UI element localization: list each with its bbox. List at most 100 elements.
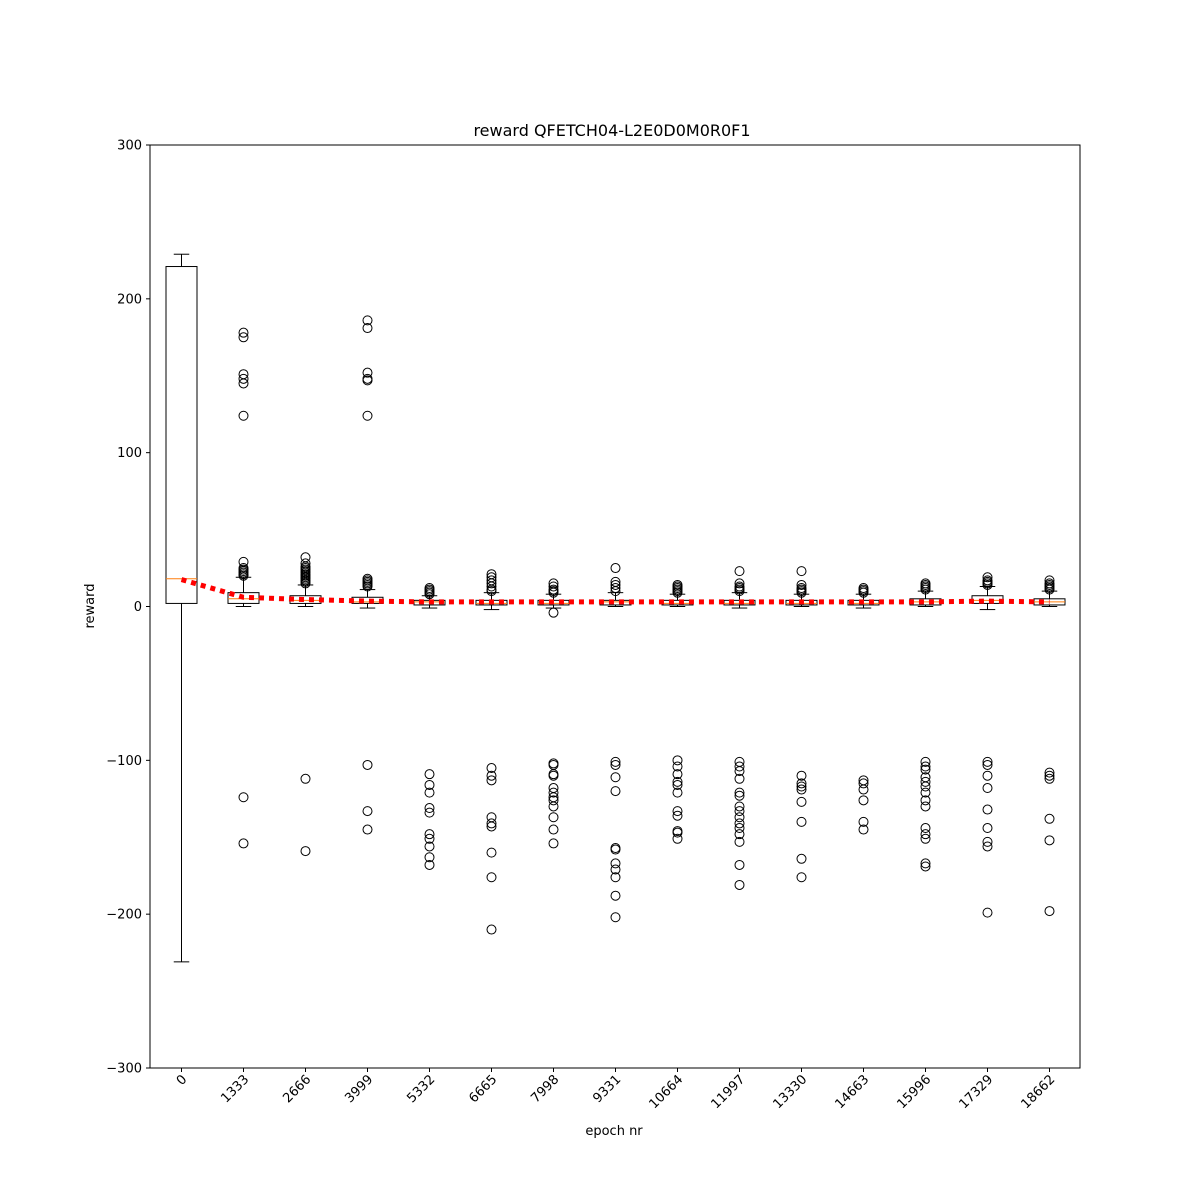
outlier-point (362, 315, 373, 326)
outlier-point (610, 759, 621, 770)
outlier-point (672, 806, 683, 817)
plot-area (149, 144, 1081, 1069)
outlier-point (672, 776, 683, 787)
outlier-point (548, 607, 559, 618)
outlier-point (424, 807, 435, 818)
outlier-point (486, 821, 497, 832)
outlier-point (796, 796, 807, 807)
outlier-point (424, 829, 435, 840)
outlier-point (734, 879, 745, 890)
box-15996 (909, 578, 942, 872)
outlier-point (610, 858, 621, 869)
box-body (351, 596, 384, 604)
outlier-point (424, 859, 435, 870)
x-tick-label: 6665 (466, 1072, 500, 1106)
box-10664 (661, 579, 694, 844)
outlier-point (734, 801, 745, 812)
outlier-point (796, 872, 807, 883)
outlier-point (982, 579, 993, 590)
box-9331 (599, 563, 632, 923)
outlier-point (424, 779, 435, 790)
outlier-point (1044, 770, 1055, 781)
outlier-point (1044, 813, 1055, 824)
outlier-point (858, 824, 869, 835)
box-5332 (413, 583, 446, 870)
box-7998 (537, 578, 570, 849)
outlier-point (858, 816, 869, 827)
x-axis: 0 1333 2666 3999 5332 6665 7998 9331 10664 11997 1… (174, 1068, 1058, 1112)
x-tick-label: 0 (174, 1072, 190, 1088)
outlier-point (1044, 773, 1055, 784)
outlier-point (858, 778, 869, 789)
outlier-point (610, 583, 621, 594)
outlier-point (796, 778, 807, 789)
outlier-point (362, 759, 373, 770)
outlier-point (486, 770, 497, 781)
box-body (165, 266, 198, 604)
outlier-point (796, 816, 807, 827)
outlier-point (920, 861, 931, 872)
box-13330 (785, 566, 818, 883)
outlier-point (362, 410, 373, 421)
outlier-point (672, 587, 683, 598)
outlier-point (610, 872, 621, 883)
outlier-point (982, 804, 993, 815)
outlier-point (858, 795, 869, 806)
x-tick-label: 17329 (956, 1072, 996, 1112)
outlier-point (300, 773, 311, 784)
outlier-point (672, 827, 683, 838)
outlier-point (424, 833, 435, 844)
box-body (289, 595, 322, 604)
x-tick-label: 18662 (1018, 1072, 1058, 1112)
box-0 (165, 253, 198, 963)
outlier-point (920, 823, 931, 834)
outlier-point (796, 579, 807, 590)
outlier-point (982, 770, 993, 781)
x-tick-label: 15996 (894, 1072, 934, 1112)
outlier-point (238, 410, 249, 421)
y-tick-label: 200 (117, 292, 142, 307)
outlier-point (920, 761, 931, 772)
x-axis-label: epoch nr (585, 1124, 643, 1139)
outlier-point (610, 586, 621, 597)
x-tick-label: 1333 (218, 1072, 252, 1106)
outlier-point (920, 829, 931, 840)
y-tick-label: 100 (117, 446, 142, 461)
outlier-point (734, 836, 745, 847)
outlier-point (610, 563, 621, 574)
outlier-point (486, 847, 497, 858)
outlier-point (610, 890, 621, 901)
y-tick-label: 0 (134, 600, 142, 615)
outlier-point (796, 587, 807, 598)
outlier-point (238, 327, 249, 338)
outlier-point (548, 812, 559, 823)
outlier-point (424, 841, 435, 852)
outlier-point (982, 759, 993, 770)
outlier-point (300, 578, 311, 589)
outlier-point (548, 795, 559, 806)
outlier-point (734, 829, 745, 840)
outlier-point (734, 859, 745, 870)
outlier-point (920, 584, 931, 595)
outlier-point (982, 823, 993, 834)
outlier-point (920, 795, 931, 806)
outlier-point (238, 792, 249, 803)
y-tick-label: 300 (117, 139, 142, 154)
outlier-point (610, 844, 621, 855)
box-body (661, 599, 694, 606)
outlier-point (920, 787, 931, 798)
outlier-point (858, 784, 869, 795)
outlier-point (796, 853, 807, 864)
outlier-point (734, 806, 745, 817)
outlier-point (982, 836, 993, 847)
outlier-point (362, 367, 373, 378)
outlier-point (982, 572, 993, 583)
outlier-point (858, 587, 869, 598)
outlier-point (734, 823, 745, 834)
outlier-point (424, 589, 435, 600)
y-axis: −300 −200 −100 0 100 200 300 (106, 139, 150, 1077)
x-tick-label: 2666 (280, 1072, 314, 1106)
outlier-point (796, 784, 807, 795)
outlier-point (362, 375, 373, 386)
